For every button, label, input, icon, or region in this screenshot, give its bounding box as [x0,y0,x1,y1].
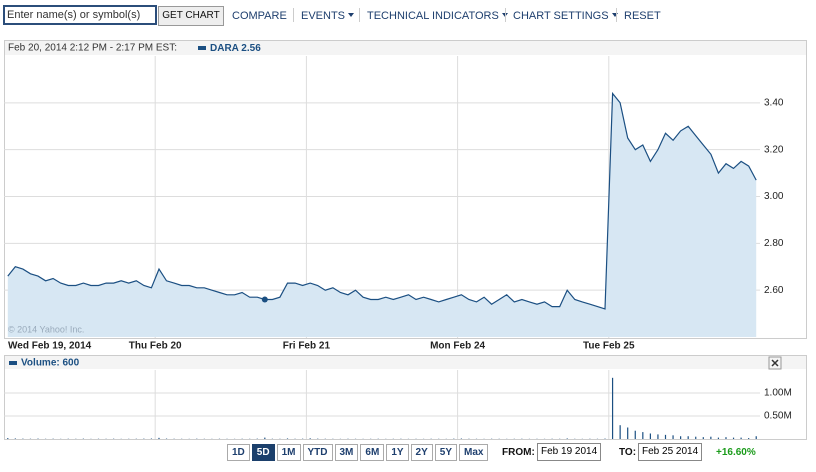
y-tick-label: 3.20 [764,144,784,155]
link-text: CHART SETTINGS [513,10,609,22]
range-button[interactable]: 1M [276,444,301,461]
x-tick-label: Fri Feb 21 [283,341,331,352]
range-button[interactable]: YTD [302,444,333,461]
chart-settings-menu[interactable]: CHART SETTINGS [513,10,618,22]
volume-bar [732,437,735,439]
volume-bar [710,436,712,439]
dropdown-arrow [501,13,508,17]
volume-bar [642,432,644,439]
range-button[interactable]: 6M [360,444,385,461]
y-tick-label: 2.80 [764,238,784,249]
link-text: TECHNICAL INDICATORS [367,10,499,22]
separator [293,8,294,22]
y-tick-label: 0.50M [764,411,792,422]
legend-swatch [198,46,206,50]
volume-bar [748,438,750,439]
change-percent: +16.60% [716,447,756,458]
volume-bar [664,434,667,439]
x-tick-label: Wed Feb 19, 2014 [8,341,92,352]
from-input[interactable]: Feb 19 2014 [537,443,602,461]
volume-bar [725,437,727,439]
y-tick-label: 2.60 [764,285,784,296]
search-input[interactable]: Enter name(s) or symbol(s) [3,5,157,25]
volume-bar [611,377,614,439]
compare-link[interactable]: COMPARE [232,10,287,22]
volume-bar [702,437,704,439]
range-buttons: 1D 5D 1M YTD 3M 6M 1Y 2Y 5Y Max [227,444,489,461]
separator [505,8,506,22]
volume-bar [619,425,621,439]
link-text: COMPARE [232,10,287,22]
volume-bar [649,433,651,439]
volume-panel [4,355,807,440]
range-button[interactable]: 5Y [434,444,458,461]
volume-bar [7,438,9,439]
volume-bar [158,437,160,439]
volume-bar [740,437,742,439]
credit: © 2014 Yahoo! Inc. [8,324,84,334]
range-button[interactable]: 3M [334,444,359,461]
volume-bar [680,436,682,439]
x-tick-label: Thu Feb 20 [129,341,182,352]
volume-bar [627,427,629,439]
legend-name: DARA [210,43,239,54]
dropdown-arrow [611,13,618,17]
separator [359,8,360,22]
y-tick-label: 3.00 [764,191,784,202]
legend-entry: DARA 2.56 [210,43,261,54]
y-tick-label: 3.40 [764,97,784,108]
volume-bar [264,437,266,439]
price-area [7,93,757,337]
volume-bar [687,436,689,439]
from-label: FROM: [502,447,535,458]
range-button[interactable]: 2Y [410,444,433,461]
volume-bar [566,438,568,439]
link-text: EVENTS [301,10,346,22]
separator [616,8,617,22]
price-header [5,41,806,55]
close-icon[interactable] [771,359,779,367]
volume-header [5,356,806,369]
dropdown-arrow [348,13,355,17]
range-button[interactable]: 5D [251,444,275,461]
price-header-text: Feb 20, 2014 2:12 PM - 2:17 PM EST: [8,43,177,54]
reset-link[interactable]: RESET [624,10,661,22]
volume-bar [755,436,757,439]
range-button[interactable]: 1Y [386,444,409,461]
x-tick-label: Mon Feb 24 [430,341,485,352]
legend-value: 2.56 [241,43,261,54]
volume-bar [286,438,289,439]
volume-bar [672,435,674,439]
range-button[interactable]: 1D [227,444,250,461]
volume-bar [717,437,720,439]
to-label: TO: [619,447,637,458]
events-menu[interactable]: EVENTS [301,10,355,22]
y-tick-label: 1.00M [764,388,792,399]
volume-bar [695,436,697,439]
link-text: RESET [624,10,661,22]
volume-bar [657,434,659,439]
hover-dot [261,296,268,303]
technical-indicators-menu[interactable]: TECHNICAL INDICATORS [367,10,508,22]
volume-bar [309,438,311,439]
volume-bar [14,438,16,439]
volume-title: Volume: 600 [21,358,80,369]
volume-swatch [9,361,17,365]
get-chart-button[interactable]: GET CHART [158,6,224,26]
to-input[interactable]: Feb 25 2014 [638,443,703,461]
range-button[interactable]: Max [459,444,489,461]
x-tick-label: Tue Feb 25 [583,341,635,352]
price-line [7,91,757,310]
volume-bar [634,430,636,439]
